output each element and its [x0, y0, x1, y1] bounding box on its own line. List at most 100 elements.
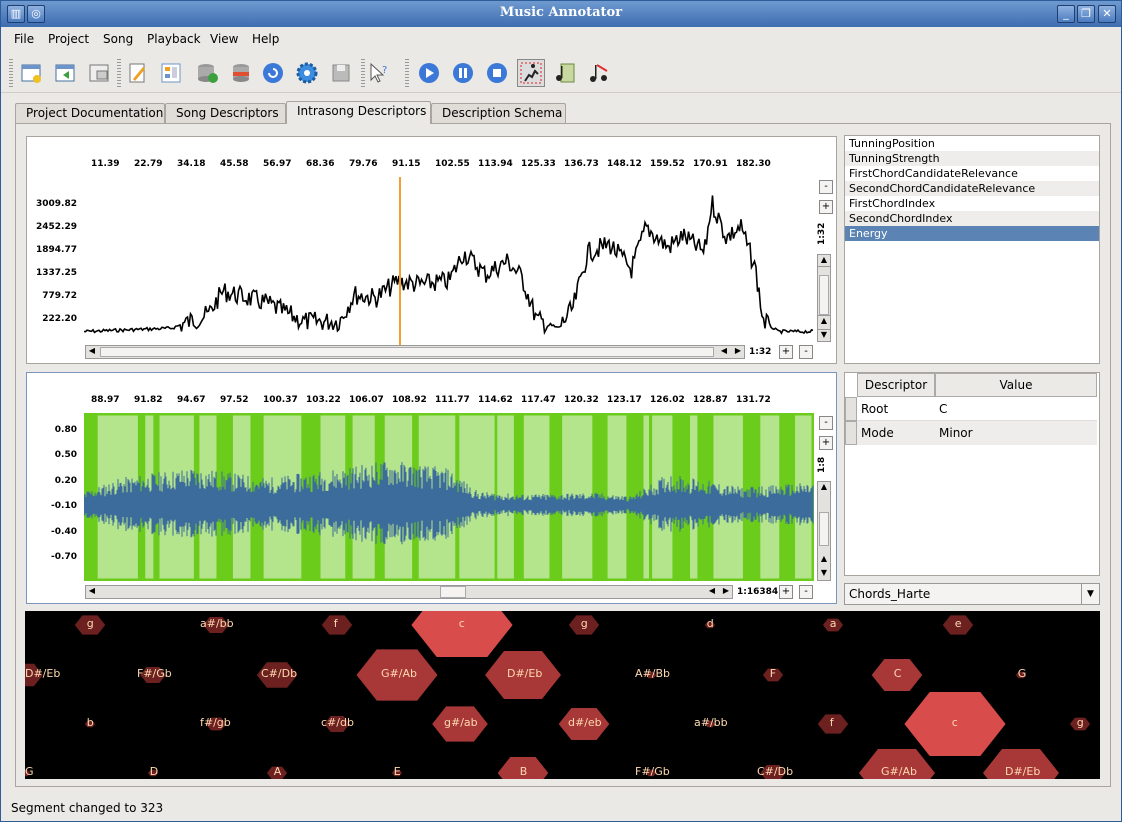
x-tick-label: 148.12 — [607, 159, 642, 169]
energy-zoom-in-h[interactable]: + — [779, 345, 793, 359]
y-tick-label: -0.40 — [51, 526, 77, 537]
play-icon[interactable] — [415, 59, 443, 87]
tonnetz-label: F — [769, 667, 777, 680]
x-tick-label: 113.94 — [478, 159, 513, 169]
tonnetz-hex — [704, 621, 716, 629]
y-tick-label: 2452.29 — [36, 222, 77, 232]
tonnetz-hex — [822, 618, 844, 632]
close-button[interactable]: ✕ — [1098, 5, 1116, 23]
tonnetz-label: f#/gb — [200, 716, 231, 729]
x-tick-label: 117.47 — [521, 395, 556, 405]
tonnetz-label: g — [86, 617, 94, 630]
menu-project[interactable]: Project — [48, 32, 90, 46]
descriptor-list-item[interactable]: FirstChordIndex — [849, 197, 936, 210]
segment-band — [513, 413, 524, 581]
tonnetz-hex — [904, 692, 1006, 756]
descriptor-list-item[interactable]: TunningPosition — [849, 137, 935, 150]
column-header-value[interactable]: Value — [935, 373, 1097, 397]
pause-icon[interactable] — [449, 59, 477, 87]
stop-icon[interactable] — [483, 59, 511, 87]
descriptor-list-item[interactable]: SecondChordCandidateRelevance — [845, 181, 1099, 196]
runner-icon[interactable] — [517, 59, 545, 87]
maximize-button[interactable]: ❐ — [1077, 5, 1095, 23]
wave-h-scrollbar[interactable]: ◀ ◀ ▶ — [85, 585, 733, 599]
tonnetz-label: c — [458, 617, 465, 630]
window-menu-icon[interactable]: ◎ — [27, 5, 45, 23]
tonnetz-hex — [760, 765, 786, 779]
row-header[interactable] — [845, 421, 857, 445]
tonnetz-label: F#/Gb — [635, 765, 670, 778]
new-project-icon[interactable] — [17, 59, 45, 87]
tonnetz-hex — [432, 706, 488, 742]
x-tick-label: 126.02 — [650, 395, 685, 405]
tonnetz-hex — [356, 649, 438, 701]
tab-project-documentation[interactable]: Project Documentation — [15, 103, 165, 123]
descriptor-table: Descriptor Value Root C Mode Minor — [844, 372, 1100, 576]
minimize-button[interactable]: _ — [1057, 5, 1075, 23]
wave-zoom-in-h[interactable]: + — [779, 585, 793, 599]
menu-file[interactable]: File — [14, 32, 35, 46]
segment-band — [626, 413, 644, 581]
tonnetz-label: a#/bb — [694, 716, 728, 729]
list-icon[interactable] — [157, 59, 185, 87]
descriptor-list-item[interactable]: SecondChordIndex — [845, 211, 1099, 226]
descriptor-list-item[interactable]: TunningStrength — [845, 151, 1099, 166]
add-db-icon[interactable] — [193, 59, 221, 87]
wave-zoom-in-v[interactable]: + — [819, 436, 833, 450]
help-cursor-icon[interactable]: ? — [365, 59, 393, 87]
tonnetz-hex — [25, 769, 31, 777]
tab-intrasong-descriptors[interactable]: Intrasong Descriptors — [286, 101, 431, 124]
open-project-icon[interactable] — [51, 59, 79, 87]
x-tick-label: 11.39 — [91, 159, 120, 169]
x-tick-label: 125.33 — [521, 159, 556, 169]
save-icon[interactable] — [327, 59, 355, 87]
tonnetz-label: E — [393, 765, 401, 778]
menu-view[interactable]: View — [210, 32, 239, 46]
energy-zoom-in-v[interactable]: + — [819, 200, 833, 214]
descriptor-list-item[interactable]: FirstChordCandidateRelevance — [849, 167, 1018, 180]
energy-zoom-out-h[interactable]: - — [799, 345, 813, 359]
chevron-down-icon[interactable]: ▼ — [1081, 584, 1099, 604]
wave-zoom-out-v[interactable]: - — [819, 416, 833, 430]
tonnetz-label: d — [706, 617, 714, 630]
refresh-icon[interactable] — [259, 59, 287, 87]
tab-description-schema[interactable]: Description Schema — [431, 103, 566, 123]
x-tick-label: 128.87 — [693, 395, 728, 405]
edit-icon[interactable] — [123, 59, 151, 87]
menu-playback[interactable]: Playback — [147, 32, 201, 46]
score-icon[interactable] — [551, 59, 579, 87]
title-bar[interactable]: ▥ ◎ Music Annotator _ ❐ ✕ — [1, 1, 1121, 27]
energy-v-scrollbar[interactable]: ▲ ▲ ▼ — [817, 254, 831, 342]
energy-zoom-v-label: 1:32 — [817, 222, 827, 245]
energy-zoom-out-v[interactable]: - — [819, 180, 833, 194]
tonnetz-label: D#/Eb — [507, 667, 543, 680]
energy-plot[interactable] — [84, 177, 814, 345]
close-project-icon[interactable] — [85, 59, 113, 87]
wave-zoom-out-h[interactable]: - — [799, 585, 813, 599]
menu-help[interactable]: Help — [252, 32, 280, 46]
waveform-plot[interactable] — [84, 413, 814, 581]
tab-song-descriptors[interactable]: Song Descriptors — [165, 103, 286, 123]
remove-db-icon[interactable] — [227, 59, 255, 87]
y-tick-label: 0.50 — [54, 450, 77, 461]
energy-h-scrollbar[interactable]: ◀ ◀ ▶ — [85, 345, 745, 359]
toolbar-grip[interactable] — [9, 59, 13, 87]
tonnetz-view[interactable]: g a#/bb f c g d a e D#/Eb F#/Gb C#/Db G#/Ab D#/Eb A#/… — [25, 611, 1100, 779]
schema-combo[interactable]: Chords_Harte ▼ — [844, 583, 1100, 605]
energy-plot-frame: 11.39 22.79 34.18 45.58 56.97 68.36 79.76 91.15… — [26, 136, 837, 364]
column-header-descriptor[interactable]: Descriptor — [857, 373, 935, 397]
menu-song[interactable]: Song — [103, 32, 134, 46]
table-row[interactable]: Root C — [857, 397, 1097, 421]
x-tick-label: 131.72 — [736, 395, 771, 405]
row-header[interactable] — [845, 397, 857, 421]
y-tick-label: 1337.25 — [36, 268, 77, 278]
descriptor-list-item[interactable]: Energy — [845, 226, 1099, 241]
tonnetz-label: g — [1076, 716, 1084, 729]
wave-v-scrollbar[interactable]: ▲ ▲ ▼ — [817, 481, 831, 581]
tonnetz-label: a#/bb — [200, 617, 234, 630]
table-row[interactable]: Mode Minor — [857, 421, 1097, 445]
tonnetz-hex — [568, 615, 600, 635]
y-tick-label: 0.20 — [54, 475, 77, 486]
settings-icon[interactable] — [293, 59, 321, 87]
music-notes-icon[interactable] — [585, 59, 613, 87]
